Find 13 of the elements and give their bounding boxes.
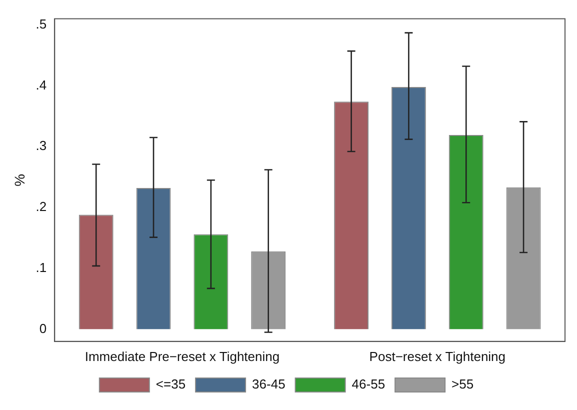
legend-label: <=35	[156, 376, 186, 392]
y-tick-label: 0	[39, 320, 47, 336]
legend-label: >55	[452, 376, 474, 392]
x-tick-label: Immediate Pre−reset x Tightening	[84, 348, 280, 364]
y-tick-label: .4	[36, 77, 47, 92]
y-tick-label: .2	[36, 199, 47, 214]
y-tick-label: .5	[36, 16, 47, 32]
x-tick-label: Post−reset x Tightening	[369, 348, 506, 364]
y-tick-label: .1	[36, 260, 47, 275]
y-tick-label: .3	[36, 138, 47, 154]
y-axis-title: %	[11, 174, 28, 186]
legend-label: 46-55	[352, 376, 386, 392]
legend-label: 36-45	[252, 376, 286, 392]
